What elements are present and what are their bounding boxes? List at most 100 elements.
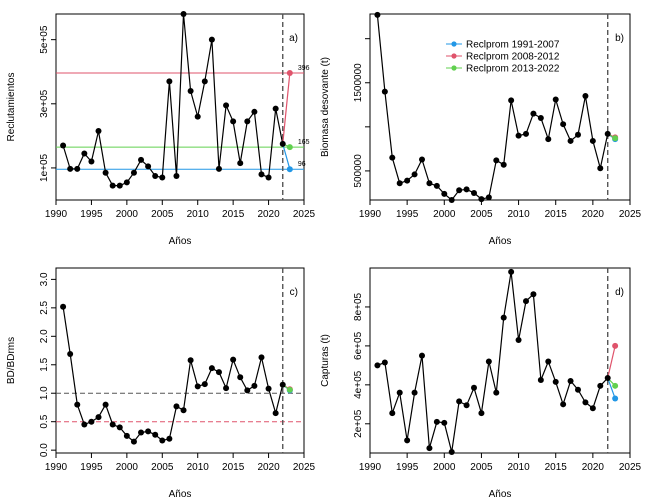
panel-a: 1990 1995 2000 2005 2010 2015 2020 2025 1e+05 3e+… <box>6 11 316 247</box>
data-point <box>159 437 166 444</box>
y-axis-label: Reclutamientos <box>6 73 17 142</box>
data-point <box>138 156 145 163</box>
data-point <box>180 407 187 414</box>
data-point <box>215 165 222 172</box>
data-point <box>67 165 74 172</box>
data-point <box>604 130 611 137</box>
data-point <box>187 357 194 364</box>
legend-entry: Reclprom 2008-2012 <box>466 52 560 63</box>
data-point <box>109 421 116 428</box>
data-point <box>441 419 448 426</box>
data-point <box>485 194 492 201</box>
x-tick-label: 2015 <box>222 462 245 473</box>
y-tick-label: 3.0 <box>39 272 50 286</box>
panel-label: b) <box>615 33 624 44</box>
data-point <box>597 382 604 389</box>
reference-line-label: 165 <box>298 139 310 146</box>
data-point <box>463 186 470 193</box>
x-tick-label: 1990 <box>45 462 68 473</box>
data-point <box>279 381 286 388</box>
x-tick-label: 2005 <box>470 209 493 220</box>
x-tick-label: 2005 <box>151 209 174 220</box>
x-tick-label: 1990 <box>359 209 382 220</box>
data-point <box>208 36 215 43</box>
data-point <box>456 398 463 405</box>
y-tick-label: 1e+05 <box>39 153 50 182</box>
data-point <box>74 165 81 172</box>
data-point <box>537 376 544 383</box>
data-point <box>396 389 403 396</box>
data-point <box>493 157 500 164</box>
projection-line <box>282 143 291 170</box>
data-point <box>81 150 88 157</box>
y-tick-label: 6e+05 <box>353 331 364 360</box>
data-point <box>530 291 537 298</box>
data-point <box>88 418 95 425</box>
data-point <box>67 350 74 357</box>
data-point <box>471 189 477 196</box>
data-point <box>493 389 500 396</box>
data-point <box>567 377 574 384</box>
data-point <box>441 190 448 197</box>
x-tick-label: 1995 <box>396 209 419 220</box>
data-point <box>448 449 455 456</box>
data-point <box>251 108 258 115</box>
data-point <box>244 118 251 125</box>
data-point <box>265 174 272 181</box>
projection-point <box>612 135 619 142</box>
data-point <box>523 130 529 137</box>
data-point <box>374 11 381 18</box>
data-point <box>138 429 145 436</box>
x-axis-label: Años <box>169 236 192 247</box>
data-point <box>215 369 222 376</box>
data-point <box>411 389 418 396</box>
panel-d: 1990 1995 2000 2005 2010 2015 2020 2025 2e+05 4e+… <box>320 267 642 500</box>
data-point <box>145 163 152 170</box>
x-tick-label: 2010 <box>507 462 530 473</box>
data-point <box>426 180 433 187</box>
plot-frame <box>369 267 631 454</box>
data-point <box>258 171 265 178</box>
y-tick-label: 1.5 <box>39 357 50 371</box>
data-point <box>265 385 272 392</box>
data-point <box>187 87 194 94</box>
x-tick-label: 1990 <box>45 209 68 220</box>
x-axis-label: Años <box>489 236 512 247</box>
y-axis-label: Biomasa desovante (t) <box>320 57 331 157</box>
x-tick-label: 2010 <box>507 209 530 220</box>
y-tick-label: 0.0 <box>39 443 50 457</box>
data-point <box>272 105 279 112</box>
x-tick-label: 2020 <box>582 462 605 473</box>
data-point <box>508 268 515 275</box>
data-point <box>208 365 215 372</box>
data-point <box>530 110 537 117</box>
data-point <box>116 424 123 431</box>
data-point <box>404 177 411 184</box>
data-point <box>166 78 173 85</box>
data-point <box>123 432 130 439</box>
data-point <box>116 182 123 189</box>
data-point <box>159 174 166 181</box>
projection-point <box>612 382 619 389</box>
data-point <box>251 382 258 389</box>
data-point <box>223 385 230 392</box>
data-point <box>500 161 507 168</box>
data-point <box>74 401 81 408</box>
data-point <box>508 97 515 104</box>
data-point <box>419 352 425 359</box>
x-tick-label: 2015 <box>545 209 568 220</box>
y-axis-label: Capturas (t) <box>320 334 331 387</box>
x-tick-label: 2005 <box>151 462 174 473</box>
projection-point <box>286 144 293 151</box>
x-tick-label: 2000 <box>116 209 139 220</box>
data-point <box>95 128 102 135</box>
y-tick-label: 5e+05 <box>39 25 50 54</box>
x-tick-label: 2020 <box>582 209 605 220</box>
x-tick-label: 1995 <box>80 209 103 220</box>
data-point <box>419 156 425 163</box>
data-point <box>237 160 244 167</box>
data-point <box>575 131 581 138</box>
data-point <box>448 197 455 203</box>
data-point <box>545 136 552 143</box>
panel-label: a) <box>289 33 298 44</box>
